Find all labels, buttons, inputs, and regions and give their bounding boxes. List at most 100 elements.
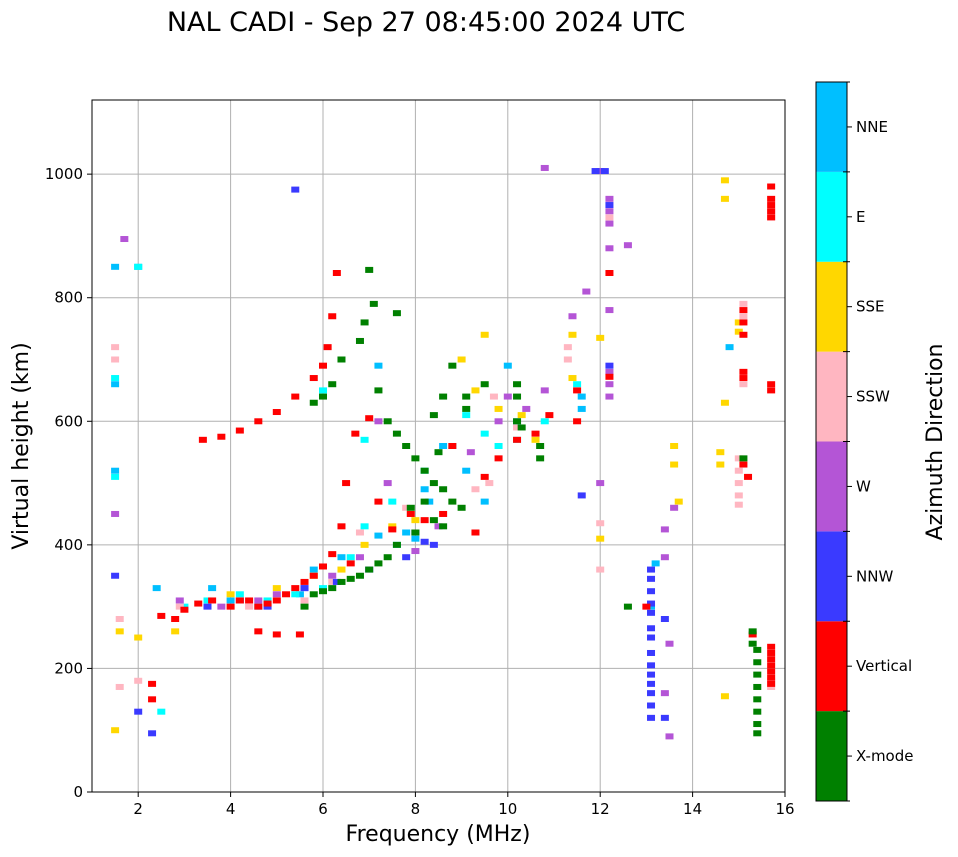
data-point-e bbox=[235, 591, 244, 598]
data-point-e bbox=[319, 585, 327, 592]
data-point-x-mode bbox=[753, 659, 762, 666]
data-point-nne bbox=[337, 554, 346, 561]
data-point-vertical bbox=[494, 455, 503, 462]
data-point-nnw bbox=[647, 588, 656, 595]
data-point-nnw bbox=[647, 671, 656, 678]
data-point-w bbox=[605, 307, 614, 314]
data-point-x-mode bbox=[457, 504, 466, 511]
y-tick-label: 200 bbox=[54, 659, 83, 677]
data-point-w bbox=[596, 168, 605, 175]
data-point-x-mode bbox=[309, 591, 318, 598]
data-point-nnw bbox=[647, 609, 656, 616]
data-point-x-mode bbox=[753, 708, 762, 715]
y-tick-label: 1000 bbox=[45, 165, 83, 183]
data-point-w bbox=[605, 195, 614, 202]
colorbar-label: NNE bbox=[856, 118, 888, 136]
data-point-vertical bbox=[767, 387, 776, 394]
data-point-x-mode bbox=[753, 671, 762, 678]
data-point-x-mode bbox=[448, 498, 457, 505]
colorbar-segment bbox=[816, 711, 847, 801]
data-point-vertical bbox=[332, 270, 341, 276]
data-point-ssw bbox=[563, 344, 572, 351]
data-point-vertical bbox=[272, 631, 281, 638]
data-point-x-mode bbox=[328, 585, 337, 592]
data-point-x-mode bbox=[429, 412, 438, 419]
data-point-x-mode bbox=[536, 455, 545, 462]
data-point-sse bbox=[531, 436, 540, 443]
data-point-w bbox=[111, 510, 120, 517]
colorbar-label: X-mode bbox=[856, 747, 913, 765]
data-point-x-mode bbox=[462, 393, 471, 400]
data-point-vertical bbox=[208, 597, 217, 604]
data-point-vertical bbox=[545, 412, 554, 419]
data-point-w bbox=[272, 591, 281, 598]
data-point-w bbox=[623, 242, 632, 249]
data-point-vertical bbox=[328, 313, 337, 320]
data-point-nnw bbox=[647, 702, 656, 709]
data-point-e bbox=[134, 263, 143, 270]
data-point-nnw bbox=[647, 690, 656, 697]
data-point-ssw bbox=[596, 566, 605, 573]
x-tick-label: 16 bbox=[775, 800, 794, 818]
x-tick-label: 8 bbox=[411, 800, 421, 818]
data-point-x-mode bbox=[434, 449, 443, 456]
data-point-nnw bbox=[647, 662, 656, 669]
data-point-vertical bbox=[226, 603, 235, 610]
colorbar-label: SSE bbox=[856, 298, 885, 316]
data-point-x-mode bbox=[753, 696, 762, 703]
data-point-ssw bbox=[513, 424, 522, 431]
data-point-vertical bbox=[448, 443, 457, 449]
data-point-x-mode bbox=[420, 498, 429, 505]
y-axis-label: Virtual height (km) bbox=[9, 342, 34, 549]
data-point-ssw bbox=[111, 356, 120, 363]
data-point-sse bbox=[457, 356, 466, 363]
data-point-nne bbox=[462, 467, 471, 474]
data-point-sse bbox=[568, 375, 577, 382]
data-point-vertical bbox=[171, 616, 180, 622]
data-point-vertical bbox=[309, 375, 318, 382]
data-point-nne bbox=[111, 467, 120, 474]
data-point-x-mode bbox=[337, 356, 346, 363]
data-point-e bbox=[494, 443, 503, 449]
colorbar-frame bbox=[815, 81, 848, 802]
data-point-x-mode bbox=[513, 381, 522, 388]
colorbar-segment bbox=[816, 171, 847, 262]
data-point-vertical bbox=[406, 510, 415, 517]
data-point-vertical bbox=[573, 418, 582, 425]
data-point-vertical bbox=[605, 373, 614, 380]
data-point-w bbox=[665, 640, 674, 647]
data-point-x-mode bbox=[448, 362, 457, 369]
data-point-w bbox=[670, 504, 679, 511]
data-point-nnw bbox=[577, 492, 586, 499]
data-point-ssw bbox=[402, 504, 411, 511]
data-point-ssw bbox=[485, 480, 494, 487]
data-point-w bbox=[434, 523, 443, 530]
data-point-x-mode bbox=[369, 300, 378, 307]
data-point-vertical bbox=[748, 631, 757, 638]
data-point-w bbox=[328, 572, 337, 579]
data-point-sse bbox=[568, 331, 577, 338]
data-point-vertical bbox=[573, 387, 582, 394]
data-point-vertical bbox=[337, 523, 346, 530]
data-point-nnw bbox=[300, 585, 309, 592]
data-point-w bbox=[660, 554, 669, 561]
data-point-e bbox=[480, 430, 489, 437]
data-point-nne bbox=[111, 263, 120, 270]
data-point-ssw bbox=[489, 393, 498, 400]
data-point-e bbox=[111, 473, 120, 480]
data-point-vertical bbox=[739, 368, 748, 375]
x-tick-label: 4 bbox=[226, 800, 236, 818]
data-point-nne bbox=[411, 535, 420, 542]
data-point-sse bbox=[716, 449, 725, 456]
data-point-w bbox=[383, 480, 392, 487]
colorbar-segment bbox=[816, 351, 847, 442]
data-point-vertical bbox=[767, 208, 776, 215]
data-point-w bbox=[660, 690, 669, 697]
data-point-ssw bbox=[734, 467, 743, 474]
data-point-x-mode bbox=[748, 640, 757, 647]
data-point-x-mode bbox=[429, 480, 438, 487]
data-point-nnw bbox=[291, 186, 300, 193]
data-point-sse bbox=[670, 443, 679, 449]
data-point-ssw bbox=[767, 677, 776, 684]
